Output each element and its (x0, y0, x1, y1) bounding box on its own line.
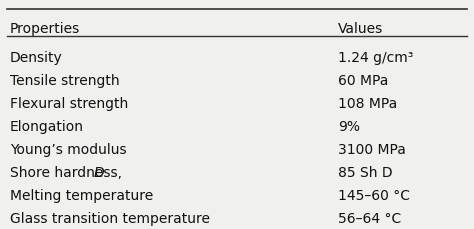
Text: Glass transition temperature: Glass transition temperature (10, 211, 210, 225)
Text: 56–64 °C: 56–64 °C (337, 211, 401, 225)
Text: 85 Sh D: 85 Sh D (337, 166, 392, 180)
Text: Young’s modulus: Young’s modulus (10, 143, 127, 156)
Text: Density: Density (10, 51, 63, 65)
Text: 108 MPa: 108 MPa (337, 97, 397, 111)
Text: Flexural strength: Flexural strength (10, 97, 128, 111)
Text: 9%: 9% (337, 120, 360, 134)
Text: D: D (93, 166, 104, 180)
Text: 145–60 °C: 145–60 °C (337, 188, 410, 202)
Text: Properties: Properties (10, 22, 80, 36)
Text: 60 MPa: 60 MPa (337, 74, 388, 88)
Text: 3100 MPa: 3100 MPa (337, 143, 406, 156)
Text: Shore hardness,: Shore hardness, (10, 166, 126, 180)
Text: Melting temperature: Melting temperature (10, 188, 153, 202)
Text: Tensile strength: Tensile strength (10, 74, 119, 88)
Text: Values: Values (337, 22, 383, 36)
Text: 1.24 g/cm³: 1.24 g/cm³ (337, 51, 413, 65)
Text: Elongation: Elongation (10, 120, 84, 134)
